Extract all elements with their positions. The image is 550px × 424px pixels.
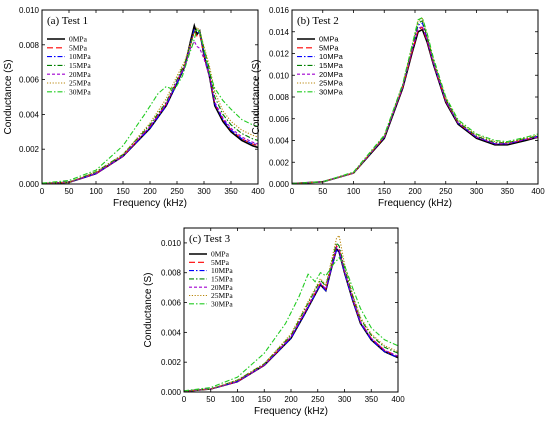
series-line-25mpa [184,234,398,392]
y-tick-label: 0.000 [19,180,40,189]
legend-label: 30MPa [319,87,344,96]
panel-test-2: 0 50 100 150 200 250 300 350 400 0.000 0.002 0.004 0… [251,6,545,209]
series-line-30mpa [42,27,258,184]
y-tick-label: 0.002 [269,158,290,167]
y-tick-label: 0.010 [269,71,290,80]
legend-label: 20MPa [69,70,91,79]
legend-label: 5MPa [69,43,88,52]
x-tick-label: 0 [290,187,295,196]
legend-label: 15MPa [211,275,233,284]
y-tick-label: 0.006 [269,115,290,124]
series-line-15mpa [292,20,538,184]
series-line-30mpa [292,16,538,184]
y-axis-title: Conductance (S) [251,59,262,134]
x-axis-title: Frequency (kHz) [113,198,187,209]
x-tick-label: 50 [65,187,74,196]
panel-title: (b) Test 2 [297,15,339,27]
x-tick-label: 300 [197,187,211,196]
x-tick-label: 400 [391,395,405,404]
x-tick-label: 50 [318,187,327,196]
x-tick-label: 400 [251,187,265,196]
legend-label: 0MPa [319,35,339,44]
y-tick-label: 0.004 [161,328,182,337]
x-axis-title: Frequency (kHz) [378,198,452,209]
x-tick-label: 300 [470,187,484,196]
legend-label: 25MPa [69,79,91,88]
series-line-20mpa [184,246,398,392]
y-tick-label: 0.006 [161,299,182,308]
x-tick-label: 0 [182,395,187,404]
y-tick-label: 0.004 [269,137,290,146]
y-axis-title: Conductance (S) [3,59,14,134]
y-tick-label: 0.000 [269,180,290,189]
panel-test-3: 0 50 100 150 200 250 300 350 400 0.000 0.002 0.004 0… [143,227,405,417]
y-tick-label: 0.010 [161,239,182,248]
x-tick-label: 200 [143,187,157,196]
x-tick-label: 300 [338,395,352,404]
legend-label: 10MPa [69,52,91,61]
y-tick-label: 0.008 [161,269,182,278]
y-tick-label: 0.002 [161,358,182,367]
x-tick-label: 250 [311,395,325,404]
series-line-30mpa [184,256,398,392]
x-tick-label: 250 [170,187,184,196]
legend-label: 10MPa [319,52,344,61]
panel-test-1: 0 50 100 150 200 250 300 350 400 0.000 0.002 0.004 0… [3,6,265,209]
x-tick-label: 150 [258,395,272,404]
legend-label: 0MPa [211,250,230,259]
legend-label: 15MPa [69,61,91,70]
legend-label: 0MPa [69,35,88,44]
x-tick-label: 200 [408,187,422,196]
x-tick-label: 50 [206,395,215,404]
x-tick-label: 100 [347,187,361,196]
y-tick-label: 0.010 [19,6,40,15]
legend-label: 5MPa [319,43,339,52]
series-line-20mpa [42,40,258,184]
legend-label: 25MPa [319,79,344,88]
x-tick-label: 350 [224,187,238,196]
x-tick-label: 100 [231,395,245,404]
legend-label: 20MPa [211,283,233,292]
y-tick-label: 0.008 [269,93,290,102]
x-tick-label: 150 [378,187,392,196]
y-tick-label: 0.014 [269,28,290,37]
legend-label: 25MPa [211,291,233,300]
y-tick-label: 0.008 [19,41,40,50]
x-tick-label: 350 [501,187,515,196]
x-tick-label: 150 [116,187,130,196]
legend-label: 20MPa [319,70,344,79]
legend-label: 10MPa [211,266,233,275]
y-tick-label: 0.006 [19,76,40,85]
series-line-5mpa [292,26,538,184]
panel-title: (a) Test 1 [47,15,88,27]
x-tick-label: 250 [439,187,453,196]
y-tick-label: 0.002 [19,145,40,154]
x-tick-label: 100 [89,187,103,196]
panel-title: (c) Test 3 [189,233,231,245]
y-tick-label: 0.016 [269,6,290,15]
x-tick-label: 0 [40,187,45,196]
x-axis-title: Frequency (kHz) [254,406,328,417]
x-tick-label: 350 [365,395,379,404]
legend-label: 30MPa [211,299,233,308]
legend-label: 5MPa [211,258,230,267]
y-axis-title: Conductance (S) [143,272,154,347]
y-tick-label: 0.012 [269,50,290,59]
legend-label: 30MPa [69,87,91,96]
x-tick-label: 400 [531,187,545,196]
x-tick-label: 200 [284,395,298,404]
y-tick-label: 0.004 [19,110,40,119]
legend-label: 15MPa [319,61,344,70]
y-tick-label: 0.000 [161,388,182,397]
